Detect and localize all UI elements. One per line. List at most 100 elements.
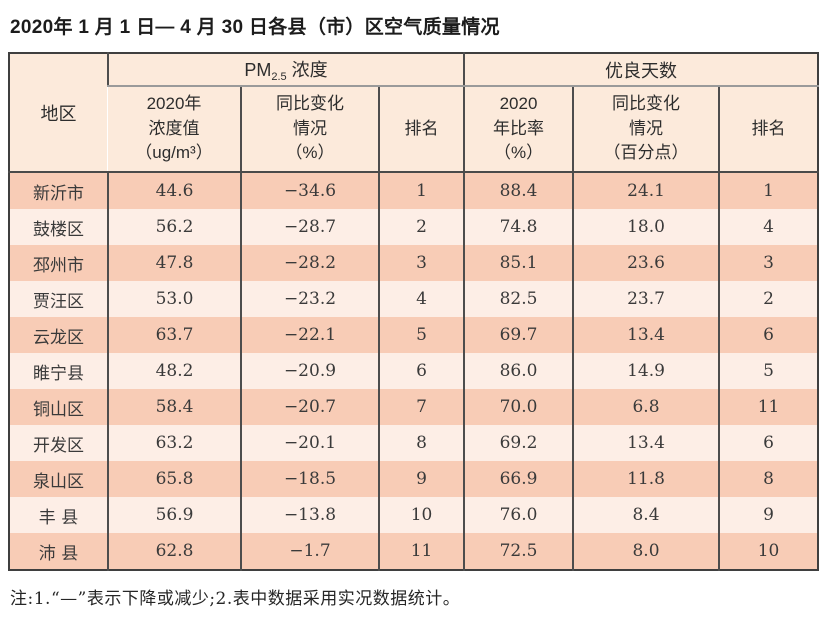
good-rank-cell: 1 bbox=[718, 172, 819, 209]
good-ratio-cell: 69.2 bbox=[463, 425, 574, 461]
table-row: 沛 县 62.8 −1.7 11 72.5 8.0 10 bbox=[9, 533, 819, 570]
region-cell: 沛 县 bbox=[38, 543, 79, 564]
air-quality-table: 地区 PM2.5 浓度 优良天数 2020年 浓度值 （ug/m³） 同比变化 … bbox=[8, 52, 820, 571]
good-change-cell: 23.7 bbox=[572, 281, 720, 317]
table-row: 邳州市 47.8 −28.2 3 85.1 23.6 3 bbox=[9, 245, 819, 281]
pm-value-cell: 48.2 bbox=[107, 353, 241, 389]
pm-value-cell: 63.2 bbox=[107, 425, 241, 461]
sub-header-row: 2020年 浓度值 （ug/m³） 同比变化 情况 （%） 排名 2020 年比… bbox=[9, 86, 819, 173]
col-header-good-ratio: 2020 年比率 （%） bbox=[463, 86, 574, 173]
good-change-cell: 24.1 bbox=[572, 172, 720, 209]
pm-rank-cell: 1 bbox=[377, 172, 465, 209]
good-change-cell: 8.0 bbox=[572, 533, 720, 570]
region-cell: 丰 县 bbox=[38, 507, 79, 528]
region-cell: 云龙区 bbox=[33, 327, 84, 348]
good-ratio-cell: 76.0 bbox=[463, 497, 574, 533]
page-title: 2020年 1 月 1 日— 4 月 30 日各县（市）区空气质量情况 bbox=[10, 17, 500, 38]
table-row: 开发区 63.2 −20.1 8 69.2 13.4 6 bbox=[9, 425, 819, 461]
pm-change-cell: −13.8 bbox=[240, 497, 379, 533]
pm-rank-cell: 7 bbox=[377, 389, 465, 425]
pm-change-cell: −20.1 bbox=[240, 425, 379, 461]
table-row: 新沂市 44.6 −34.6 1 88.4 24.1 1 bbox=[9, 172, 819, 209]
pm-value-cell: 44.6 bbox=[107, 172, 241, 209]
pm-rank-cell: 5 bbox=[377, 317, 465, 353]
pm-value-cell: 62.8 bbox=[107, 533, 241, 570]
pm-rank-cell: 10 bbox=[377, 497, 465, 533]
good-ratio-cell: 82.5 bbox=[463, 281, 574, 317]
table-header: 地区 PM2.5 浓度 优良天数 2020年 浓度值 （ug/m³） 同比变化 … bbox=[9, 53, 819, 173]
group-header-row: 地区 PM2.5 浓度 优良天数 bbox=[9, 53, 819, 173]
group-header-good-days: 优良天数 bbox=[463, 53, 819, 87]
pm-rank-cell: 8 bbox=[377, 425, 465, 461]
pm-rank-cell: 6 bbox=[377, 353, 465, 389]
good-change-cell: 11.8 bbox=[572, 461, 720, 497]
pm-rank-cell: 3 bbox=[377, 245, 465, 281]
region-cell: 开发区 bbox=[33, 435, 84, 456]
good-ratio-cell: 88.4 bbox=[463, 172, 574, 209]
good-rank-cell: 6 bbox=[718, 425, 819, 461]
pm-value-cell: 63.7 bbox=[107, 317, 241, 353]
good-change-cell: 23.6 bbox=[572, 245, 720, 281]
col-header-region: 地区 bbox=[9, 53, 108, 173]
pm25-label-prefix: PM bbox=[244, 60, 272, 80]
pm-change-cell: −18.5 bbox=[240, 461, 379, 497]
region-cell: 贾汪区 bbox=[33, 291, 84, 312]
col-header-pm-value: 2020年 浓度值 （ug/m³） bbox=[108, 86, 241, 173]
col-header-good-change: 同比变化 情况 （百分点） bbox=[572, 86, 720, 173]
pm-change-cell: −20.7 bbox=[240, 389, 379, 425]
region-cell: 鼓楼区 bbox=[33, 219, 84, 240]
good-rank-cell: 2 bbox=[718, 281, 819, 317]
pm-value-cell: 47.8 bbox=[107, 245, 241, 281]
table-row: 丰 县 56.9 −13.8 10 76.0 8.4 9 bbox=[9, 497, 819, 533]
good-rank-cell: 11 bbox=[718, 389, 819, 425]
good-rank-cell: 4 bbox=[718, 209, 819, 245]
table-row: 贾汪区 53.0 −23.2 4 82.5 23.7 2 bbox=[9, 281, 819, 317]
table-row: 鼓楼区 56.2 −28.7 2 74.8 18.0 4 bbox=[9, 209, 819, 245]
pm25-subscript: 2.5 bbox=[271, 71, 287, 83]
group-header-pm25: PM2.5 浓度 bbox=[106, 53, 465, 87]
good-ratio-cell: 74.8 bbox=[463, 209, 574, 245]
table-row: 睢宁县 48.2 −20.9 6 86.0 14.9 5 bbox=[9, 353, 819, 389]
pm-change-cell: −1.7 bbox=[240, 533, 379, 570]
pm-rank-cell: 9 bbox=[377, 461, 465, 497]
good-ratio-cell: 70.0 bbox=[463, 389, 574, 425]
good-rank-cell: 9 bbox=[718, 497, 819, 533]
pm-rank-cell: 4 bbox=[377, 281, 465, 317]
good-change-cell: 13.4 bbox=[572, 317, 720, 353]
pm-rank-cell: 11 bbox=[377, 533, 465, 570]
good-rank-cell: 10 bbox=[718, 533, 819, 570]
good-change-cell: 13.4 bbox=[572, 425, 720, 461]
table-row: 铜山区 58.4 −20.7 7 70.0 6.8 11 bbox=[9, 389, 819, 425]
pm-value-cell: 56.9 bbox=[107, 497, 241, 533]
pm-change-cell: −28.2 bbox=[240, 245, 379, 281]
good-change-cell: 14.9 bbox=[572, 353, 720, 389]
good-rank-cell: 8 bbox=[718, 461, 819, 497]
good-ratio-cell: 86.0 bbox=[463, 353, 574, 389]
good-rank-cell: 6 bbox=[718, 317, 819, 353]
good-rank-cell: 5 bbox=[718, 353, 819, 389]
region-cell: 睢宁县 bbox=[33, 363, 84, 384]
good-rank-cell: 3 bbox=[718, 245, 819, 281]
pm-value-cell: 65.8 bbox=[107, 461, 241, 497]
table-row: 泉山区 65.8 −18.5 9 66.9 11.8 8 bbox=[9, 461, 819, 497]
good-ratio-cell: 66.9 bbox=[463, 461, 574, 497]
pm-value-cell: 58.4 bbox=[107, 389, 241, 425]
pm-rank-cell: 2 bbox=[377, 209, 465, 245]
pm-change-cell: −23.2 bbox=[240, 281, 379, 317]
good-change-cell: 18.0 bbox=[572, 209, 720, 245]
col-header-good-rank: 排名 bbox=[718, 86, 819, 173]
footnote: 注:1.“—”表示下降或减少;2.表中数据采用实况数据统计。 bbox=[10, 589, 461, 609]
pm-change-cell: −22.1 bbox=[240, 317, 379, 353]
region-cell: 铜山区 bbox=[33, 399, 84, 420]
table-body: 新沂市 44.6 −34.6 1 88.4 24.1 1 鼓楼区 56.2 −2… bbox=[9, 172, 819, 570]
region-cell: 泉山区 bbox=[33, 471, 84, 492]
pm-value-cell: 53.0 bbox=[107, 281, 241, 317]
good-change-cell: 8.4 bbox=[572, 497, 720, 533]
pm25-label-suffix: 浓度 bbox=[286, 60, 328, 80]
col-header-pm-change: 同比变化 情况 （%） bbox=[240, 86, 379, 173]
region-cell: 新沂市 bbox=[33, 183, 84, 204]
pm-change-cell: −28.7 bbox=[240, 209, 379, 245]
pm-change-cell: −20.9 bbox=[240, 353, 379, 389]
region-cell: 邳州市 bbox=[33, 255, 84, 276]
